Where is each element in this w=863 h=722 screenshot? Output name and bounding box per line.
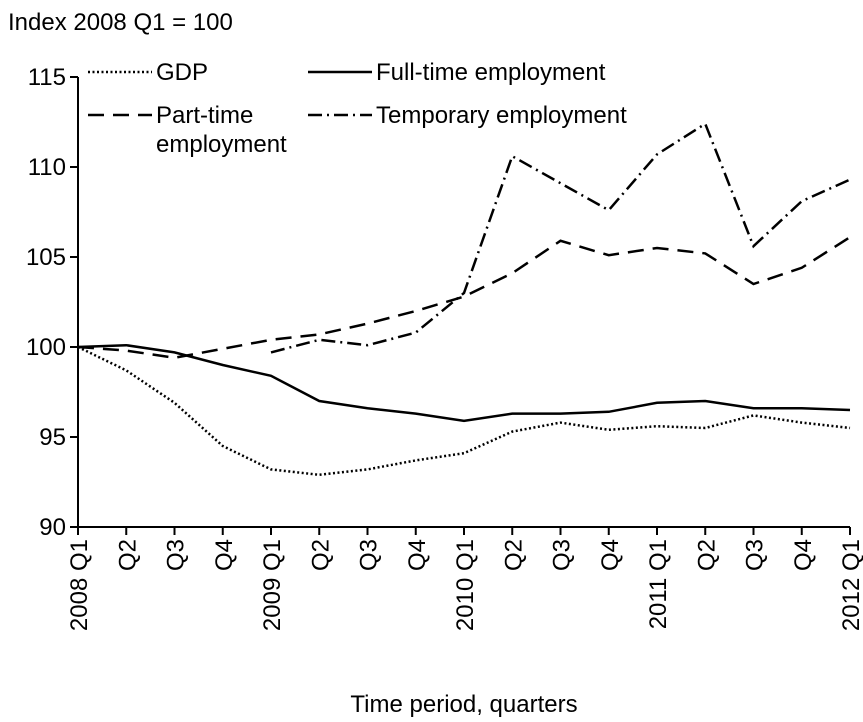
legend-label: GDP	[156, 59, 208, 86]
series-line	[77, 343, 851, 423]
x-tick-label: Q3	[742, 539, 769, 571]
y-tick-label: 95	[39, 424, 66, 451]
x-tick-label: Q4	[404, 539, 431, 571]
x-tick-label: Q4	[597, 539, 624, 571]
series-line	[77, 345, 851, 477]
x-tick-label: Q4	[211, 539, 238, 571]
x-tick-label: Q4	[790, 539, 817, 571]
x-tick-label: Q3	[356, 539, 383, 571]
legend-label: Temporary employment	[376, 102, 627, 129]
x-tick-label: 2010 Q1	[452, 539, 479, 631]
x-tick-label: Q2	[693, 539, 720, 571]
x-tick-label: 2012 Q1	[838, 539, 863, 631]
y-tick-label: 90	[39, 514, 66, 541]
x-tick-label: Q3	[163, 539, 190, 571]
legend-label: Part-time employment	[156, 102, 287, 158]
y-tick-label: 115	[28, 64, 66, 91]
x-tick-label: Q2	[114, 539, 141, 571]
y-tick-label: 110	[28, 154, 66, 181]
x-tick-label: 2009 Q1	[259, 539, 286, 631]
x-tick-label: Q2	[307, 539, 334, 571]
x-tick-label: Q2	[500, 539, 527, 571]
x-tick-label: 2011 Q1	[645, 539, 672, 629]
x-tick-label: 2008 Q1	[66, 539, 93, 631]
series-line	[270, 121, 851, 354]
y-tick-label: 100	[26, 334, 66, 361]
y-axis-label: Index 2008 Q1 = 100	[8, 9, 233, 36]
legend-label: Full-time employment	[376, 59, 606, 86]
series-line	[77, 236, 851, 360]
y-tick-label: 105	[26, 244, 66, 271]
x-axis-label: Time period, quarters	[350, 691, 577, 718]
x-tick-label: Q3	[549, 539, 576, 571]
